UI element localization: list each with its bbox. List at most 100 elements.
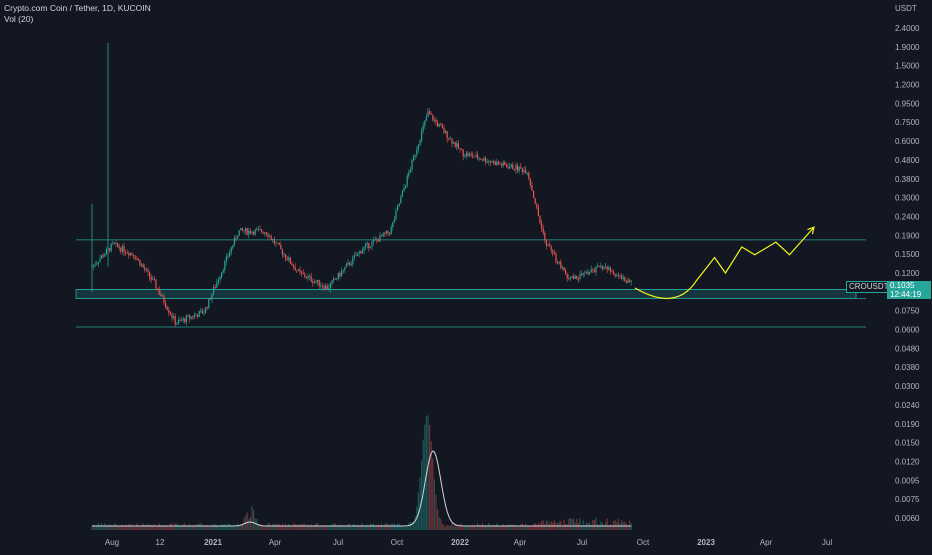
candle-body — [505, 164, 507, 167]
candle-body — [213, 287, 215, 295]
candle-body — [555, 253, 557, 263]
volume-bar — [358, 526, 360, 530]
candle-body — [225, 256, 227, 262]
time-axis-tick: Apr — [760, 538, 773, 547]
candle-body — [243, 230, 245, 232]
volume-bar — [277, 524, 279, 530]
volume-bar — [158, 523, 160, 530]
candle-body — [390, 227, 392, 235]
volume-bar — [166, 525, 168, 530]
volume-bar — [579, 518, 581, 530]
volume-bar — [424, 424, 426, 530]
volume-bar — [171, 523, 173, 530]
candle-body — [405, 185, 407, 188]
candle-body — [313, 281, 315, 283]
volume-bar — [285, 524, 287, 530]
candle-body — [457, 143, 459, 149]
volume-bar — [177, 524, 179, 530]
volume-bar — [137, 526, 139, 530]
volume-bar — [105, 524, 107, 530]
candle-body — [600, 265, 602, 267]
candle-body — [174, 316, 176, 325]
volume-bar — [110, 525, 112, 530]
volume-bar — [411, 522, 413, 530]
volume-bar — [118, 525, 120, 530]
candle-body — [133, 254, 135, 257]
candle-body — [289, 257, 291, 264]
volume-bar — [217, 526, 219, 530]
volume-bar — [99, 525, 101, 530]
volume-bar — [342, 526, 344, 530]
candle-body — [430, 114, 432, 115]
candle-body — [347, 262, 349, 265]
candle-body — [259, 229, 261, 230]
volume-bar — [265, 525, 267, 530]
support-zone — [75, 289, 857, 299]
volume-bar — [523, 525, 525, 530]
candle-body — [109, 248, 111, 251]
candle-body — [200, 310, 202, 312]
candle-body — [249, 230, 251, 234]
candle-body — [585, 271, 587, 273]
candle-body — [499, 163, 501, 165]
candle-body — [501, 163, 503, 166]
candle-body — [166, 307, 168, 310]
candle-body — [557, 262, 559, 264]
candle-body — [597, 265, 599, 268]
price-axis-tick: 0.0380 — [895, 363, 920, 372]
volume-bar — [582, 520, 584, 530]
volume-bar — [200, 523, 202, 530]
candle-body — [432, 114, 434, 121]
volume-bar — [373, 523, 375, 530]
candle-body — [563, 267, 565, 271]
candle-body — [406, 175, 408, 186]
candle-body — [291, 263, 293, 266]
candle-body — [110, 243, 112, 251]
candle-body — [253, 231, 255, 235]
volume-bar — [368, 526, 370, 530]
candle-body — [553, 253, 555, 255]
volume-bar — [129, 525, 131, 530]
candle-body — [437, 122, 439, 127]
candle-body — [256, 229, 258, 230]
last-price-tag: 0.1035 12:44:19 — [887, 281, 931, 299]
symbol-tag: CROUSDT — [846, 281, 892, 293]
candle-body — [536, 204, 538, 208]
candle-body — [301, 271, 303, 273]
volume-bar — [456, 524, 458, 530]
candle-body — [465, 152, 467, 157]
volume-bar — [293, 523, 295, 530]
candle-body — [515, 165, 517, 170]
candle-body — [120, 248, 122, 252]
candle-body — [587, 271, 589, 275]
volume-bar — [377, 524, 379, 530]
candle-body — [478, 158, 480, 160]
volume-bar — [387, 523, 389, 530]
candle-body — [384, 232, 386, 234]
volume-bar — [384, 523, 386, 530]
candle-body — [483, 157, 485, 161]
time-axis-tick: Apr — [514, 538, 527, 547]
volume-bar — [267, 523, 269, 530]
candle-body — [363, 246, 365, 251]
candle-body — [606, 266, 608, 270]
volume-bar — [232, 526, 234, 530]
candle-body — [238, 230, 240, 236]
candle-body — [624, 277, 626, 282]
volume-bar — [381, 523, 383, 530]
candle-body — [533, 190, 535, 199]
candle-body — [611, 271, 613, 273]
candle-body — [480, 158, 482, 160]
candle-body — [619, 275, 621, 277]
candle-body — [342, 269, 344, 272]
candle-body — [272, 239, 274, 240]
volume-bar — [176, 523, 178, 530]
volume-bar — [208, 526, 210, 530]
candle-body — [427, 111, 429, 118]
volume-bar — [608, 525, 610, 530]
volume-bar — [489, 525, 491, 530]
volume-bar — [294, 523, 296, 530]
candle-body — [136, 258, 138, 260]
